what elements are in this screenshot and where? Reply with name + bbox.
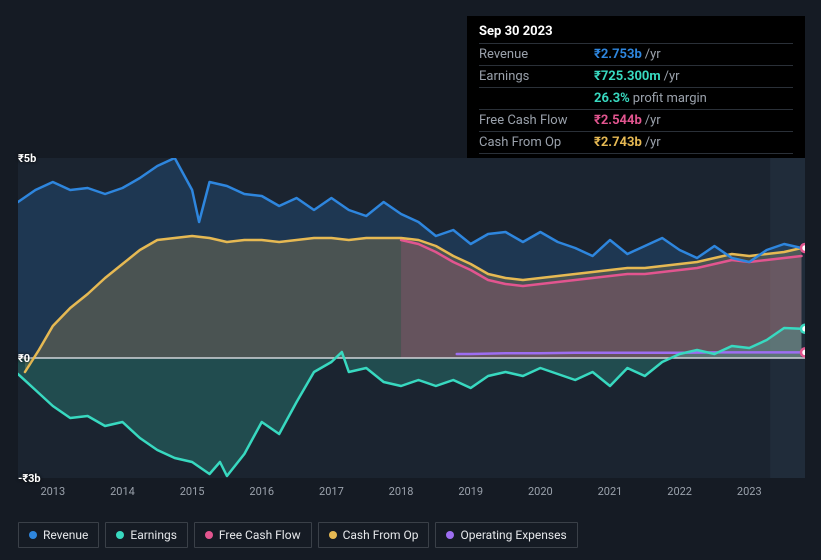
legend-item[interactable]: Cash From Op bbox=[318, 522, 430, 548]
x-axis-label: 2021 bbox=[598, 485, 623, 498]
chart-tooltip: Sep 30 2023 Revenue₹2.753b/yrEarnings₹72… bbox=[467, 16, 805, 179]
end-marker bbox=[801, 348, 805, 356]
tooltip-value: ₹2.544b bbox=[594, 113, 642, 128]
x-axis-label: 2013 bbox=[40, 485, 65, 498]
tooltip-row: Free Cash Flow₹2.544b/yr bbox=[479, 109, 793, 131]
y-axis-label: ₹0 bbox=[18, 352, 30, 365]
legend-dot-icon bbox=[329, 531, 337, 539]
x-axis-label: 2014 bbox=[110, 485, 135, 498]
financials-chart[interactable] bbox=[18, 158, 805, 498]
x-axis-label: 2023 bbox=[737, 485, 762, 498]
x-axis-label: 2020 bbox=[528, 485, 553, 498]
x-axis-label: 2022 bbox=[667, 485, 692, 498]
tooltip-value: ₹725.300m bbox=[594, 69, 661, 84]
x-axis-label: 2019 bbox=[458, 485, 483, 498]
tooltip-label: Free Cash Flow bbox=[479, 113, 594, 128]
tooltip-value: ₹2.743b bbox=[594, 135, 642, 150]
end-marker bbox=[801, 244, 805, 252]
legend-dot-icon bbox=[29, 531, 37, 539]
tooltip-label: Revenue bbox=[479, 47, 594, 62]
tooltip-unit: /yr bbox=[664, 69, 680, 84]
legend-label: Revenue bbox=[43, 528, 88, 542]
legend-label: Cash From Op bbox=[343, 528, 419, 542]
legend-dot-icon bbox=[205, 531, 213, 539]
x-axis-label: 2015 bbox=[180, 485, 205, 498]
end-marker bbox=[801, 325, 805, 333]
tooltip-sublabel: profit margin bbox=[633, 91, 707, 106]
tooltip-row: Revenue₹2.753b/yr bbox=[479, 43, 793, 65]
legend-item[interactable]: Earnings bbox=[105, 522, 188, 548]
x-axis-label: 2017 bbox=[319, 485, 344, 498]
y-axis-label: ₹5b bbox=[18, 152, 36, 165]
tooltip-label: Earnings bbox=[479, 69, 594, 84]
tooltip-label: Cash From Op bbox=[479, 135, 594, 150]
legend-dot-icon bbox=[116, 531, 124, 539]
tooltip-row: Cash From Op₹2.743b/yr bbox=[479, 131, 793, 153]
x-axis-label: 2016 bbox=[249, 485, 274, 498]
tooltip-subrow: 26.3% profit margin bbox=[479, 87, 793, 109]
x-axis-label: 2018 bbox=[389, 485, 414, 498]
tooltip-rows: Revenue₹2.753b/yrEarnings₹725.300m/yr26.… bbox=[479, 43, 793, 175]
legend-dot-icon bbox=[446, 531, 454, 539]
legend-item[interactable]: Operating Expenses bbox=[435, 522, 577, 548]
tooltip-subvalue: 26.3% bbox=[594, 91, 630, 106]
tooltip-unit: /yr bbox=[645, 47, 661, 62]
tooltip-row: Earnings₹725.300m/yr bbox=[479, 65, 793, 87]
legend-item[interactable]: Free Cash Flow bbox=[194, 522, 312, 548]
legend: Revenue Earnings Free Cash Flow Cash From O… bbox=[18, 522, 578, 548]
tooltip-unit: /yr bbox=[645, 135, 661, 150]
legend-item[interactable]: Revenue bbox=[18, 522, 99, 548]
tooltip-date: Sep 30 2023 bbox=[479, 24, 793, 39]
legend-label: Operating Expenses bbox=[460, 528, 566, 542]
chart-svg bbox=[18, 158, 805, 478]
legend-label: Earnings bbox=[130, 528, 177, 542]
tooltip-unit: /yr bbox=[645, 113, 661, 128]
y-axis-label: -₹3b bbox=[18, 472, 41, 485]
tooltip-value: ₹2.753b bbox=[594, 47, 642, 62]
legend-label: Free Cash Flow bbox=[219, 528, 301, 542]
